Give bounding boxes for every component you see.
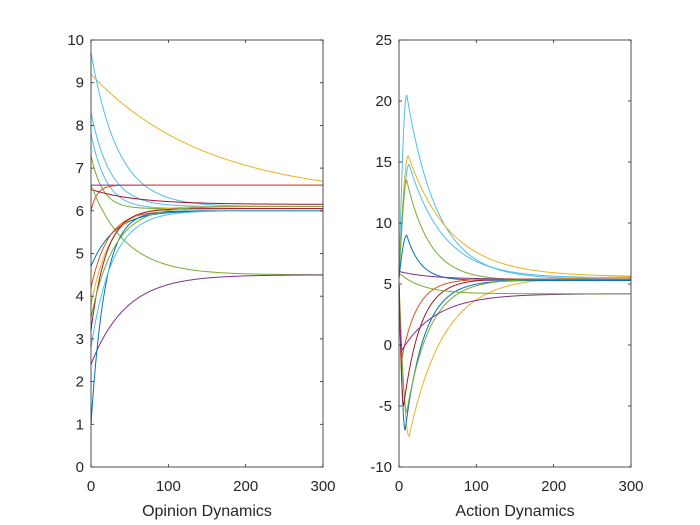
series-line-s15 <box>90 210 323 425</box>
x-tick-label: 0 <box>87 478 95 495</box>
y-tick-label: 15 <box>375 154 392 171</box>
series-line-s9 <box>90 184 324 276</box>
action-dynamics-panel: Action Dynamics -10 -5 0 5 10 15 20 25 0 100 200 30… <box>370 32 643 520</box>
series-line-s1 <box>90 73 324 182</box>
x-tick-label: 0 <box>395 478 403 495</box>
series-line-a2 <box>398 154 632 278</box>
series-line-a7 <box>398 276 632 438</box>
series-line-s2 <box>90 52 323 207</box>
series-line-a9 <box>398 278 631 414</box>
y-tick-label: 0 <box>76 459 84 476</box>
series-line-s8 <box>90 188 323 205</box>
series-line-a13 <box>399 273 631 295</box>
y-tick-label: 20 <box>375 93 392 110</box>
series-line-s17 <box>90 206 323 318</box>
series-line-s14 <box>90 208 323 331</box>
x-tick-label: 100 <box>156 478 181 495</box>
x-tick-label: 300 <box>618 478 643 495</box>
axes-box <box>90 39 324 468</box>
y-tick-label: 7 <box>76 160 84 177</box>
series-line-s7 <box>90 184 323 211</box>
action-dynamics-xlabel: Action Dynamics <box>455 503 574 520</box>
x-tick-label: 200 <box>541 478 566 495</box>
y-tick-label: 2 <box>76 374 84 391</box>
series-line-a10 <box>398 278 631 407</box>
x-tick-label: 300 <box>310 478 335 495</box>
opinion-dynamics-xlabel: Opinion Dynamics <box>142 503 272 520</box>
y-tick-label: 6 <box>76 203 84 220</box>
y-tick-label: 4 <box>76 288 84 305</box>
y-tick-label: 5 <box>384 276 392 293</box>
y-tick-label: 8 <box>76 117 84 134</box>
series-line-s10 <box>90 274 324 365</box>
x-tick-label: 200 <box>233 478 258 495</box>
y-tick-label: 10 <box>67 32 84 49</box>
y-tick-label: 10 <box>375 215 392 232</box>
y-tick-label: 0 <box>384 337 392 354</box>
series-line-s16 <box>90 210 323 348</box>
y-tick-label: 3 <box>76 331 84 348</box>
axes-box <box>398 39 632 468</box>
series-line-a3 <box>398 163 632 279</box>
x-tick-label: 100 <box>464 478 489 495</box>
y-tick-label: 5 <box>76 246 84 263</box>
y-tick-label: -5 <box>379 398 392 415</box>
series-line-a11 <box>398 278 631 358</box>
series-line-a1 <box>398 94 631 280</box>
y-tick-label: 9 <box>76 75 84 92</box>
series-line-a4 <box>398 179 631 281</box>
y-tick-label: 25 <box>375 32 392 49</box>
y-tick-label: 1 <box>76 416 84 433</box>
series-line-s3 <box>90 112 323 208</box>
y-tick-label: -10 <box>370 459 392 476</box>
